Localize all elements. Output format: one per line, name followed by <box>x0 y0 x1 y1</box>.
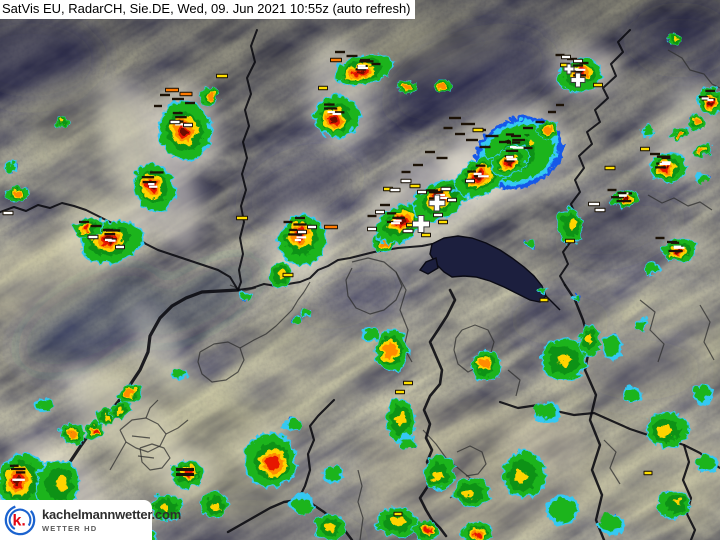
logo-letter: k. <box>12 512 25 530</box>
brand-site-name: kachelmannwetter.com <box>42 506 182 522</box>
brand-logo-icon: k. <box>4 504 36 536</box>
brand-badge[interactable]: k. kachelmannwetter.com WETTER HD <box>0 500 181 540</box>
map-title-bar: SatVis EU, RadarCH, Sie.DE, Wed, 09. Jun… <box>0 0 415 19</box>
brand-tagline: WETTER HD <box>42 523 98 533</box>
map-title: SatVis EU, RadarCH, Sie.DE, Wed, 09. Jun… <box>2 1 411 16</box>
